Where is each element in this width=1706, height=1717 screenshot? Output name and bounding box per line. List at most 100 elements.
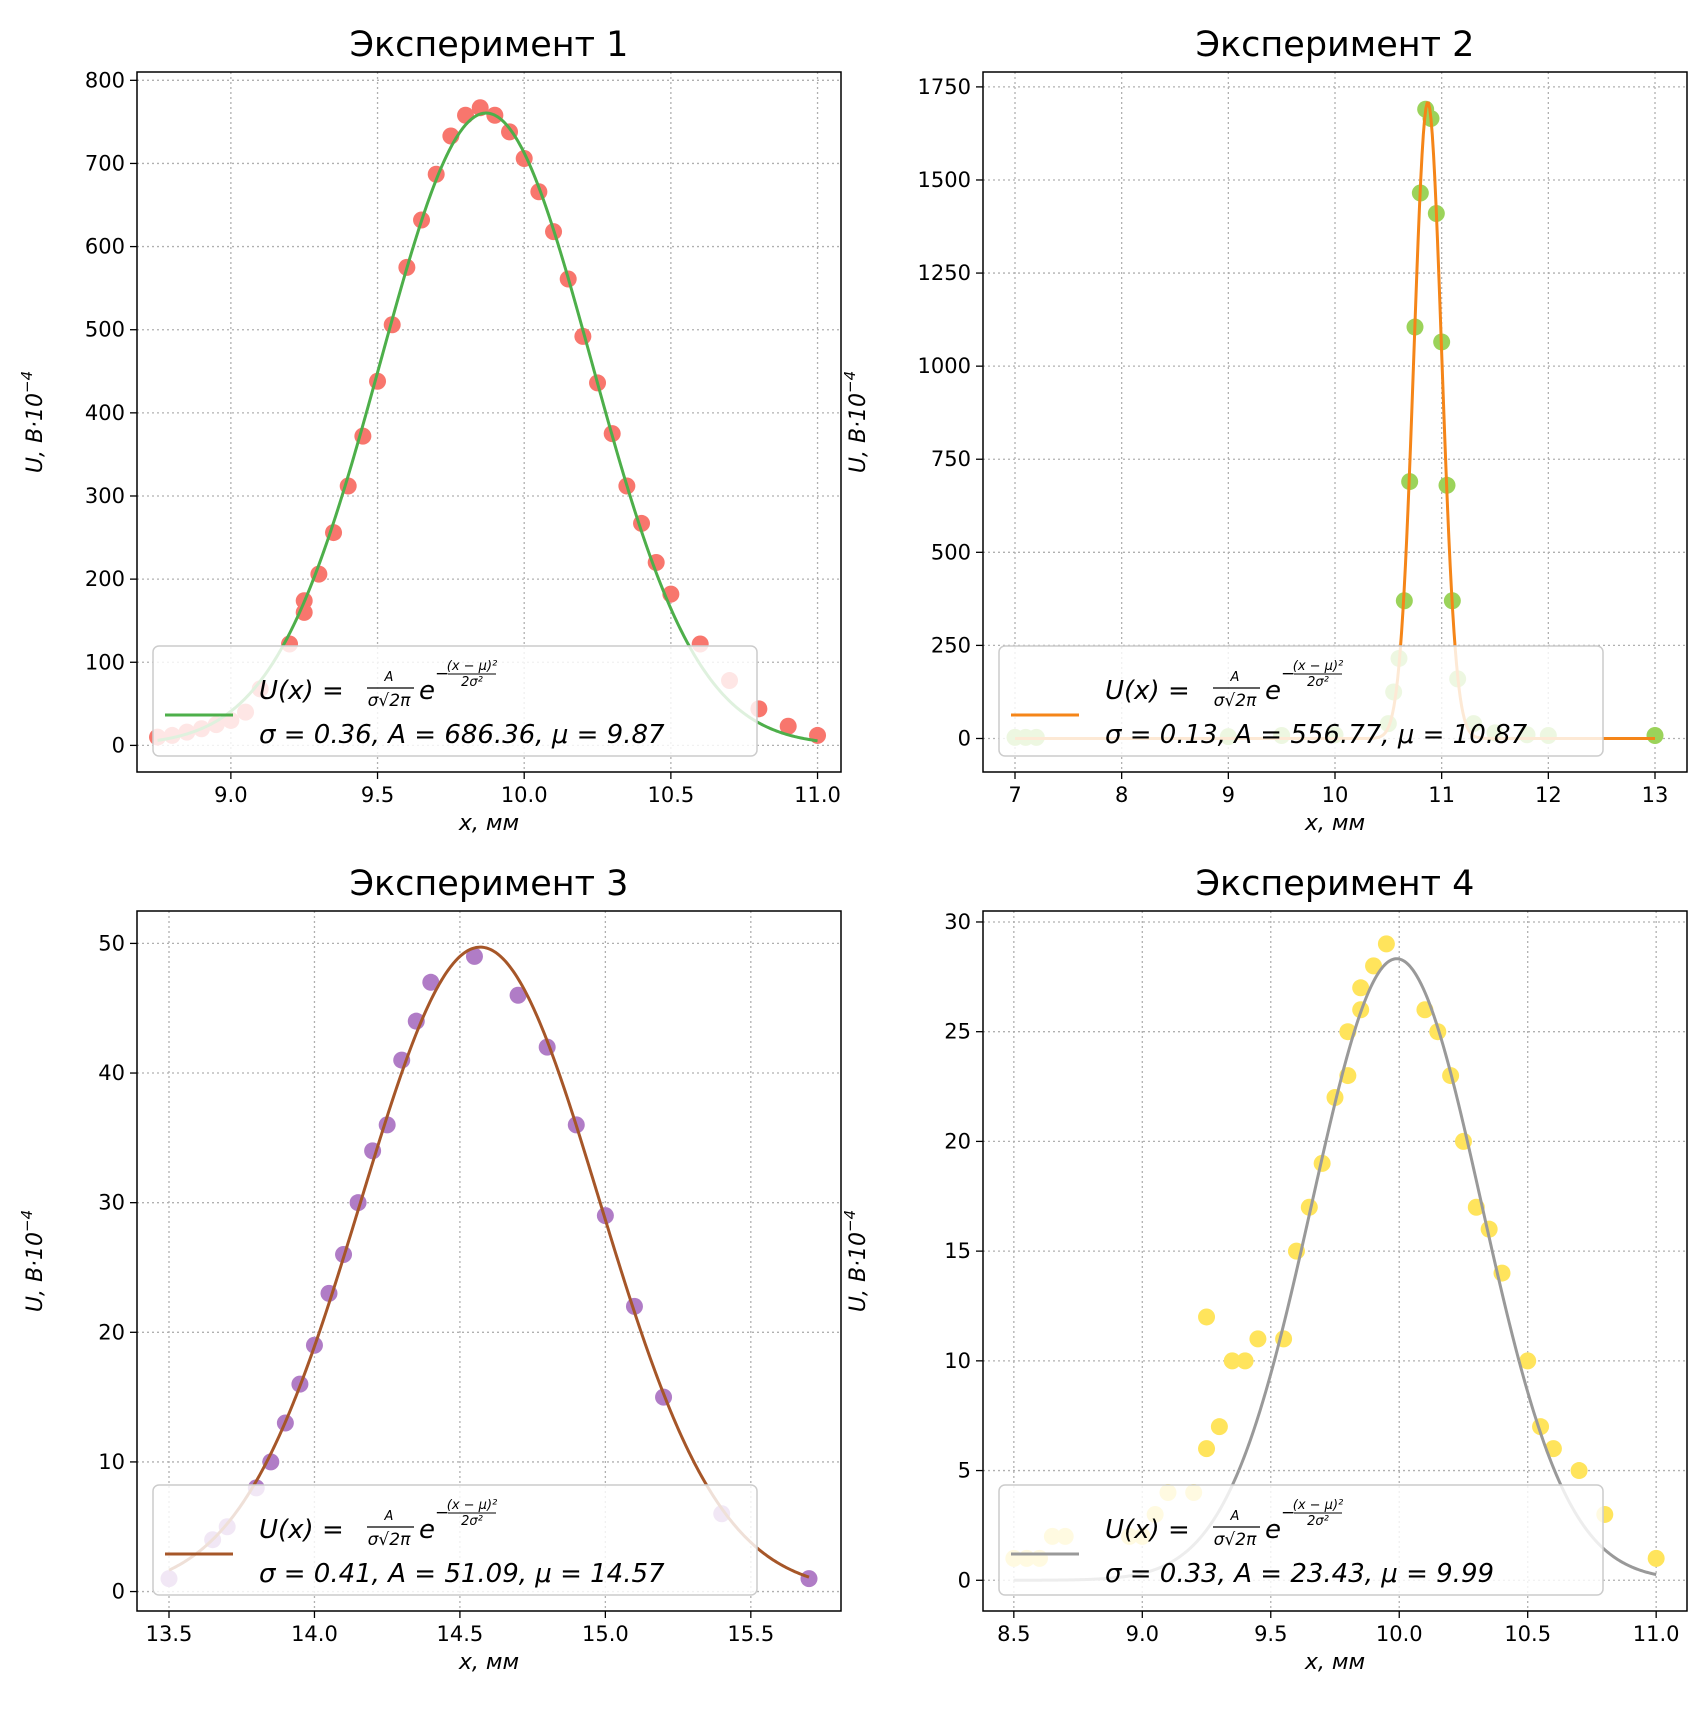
formula-exp-base: e [419,676,435,706]
legend-box [998,645,1604,757]
y-tick-label: 10 [944,1349,971,1373]
formula-numerator: A [1230,670,1240,685]
y-tick-label: 500 [931,540,971,564]
x-tick-label: 15.5 [727,1622,774,1646]
x-tick-label: 14.5 [437,1622,484,1646]
x-tick-label: 12 [1535,783,1562,807]
chart-title: Эксперимент 1 [350,25,629,65]
x-tick-label: 7 [1008,783,1021,807]
y-axis-label-exponent: −4 [18,371,36,393]
grid [983,72,1687,772]
y-tick-label: 0 [958,726,971,750]
data-point [422,973,440,991]
axes-frame [136,910,842,1612]
formula-exp-minus: − [435,664,449,684]
data-point [1352,979,1370,997]
data-point [779,717,797,735]
legend-params: σ = 0.41, A = 51.09, μ = 14.57 [259,1559,665,1589]
data-point [1570,1462,1588,1480]
data-point [1647,1549,1665,1567]
y-tick-label: 0 [112,733,125,757]
axes-frame [136,71,842,773]
data-point [1210,1418,1228,1436]
formula-exp-base: e [419,1515,435,1545]
x-tick-label: 8.5 [997,1622,1030,1646]
data-point [1198,1308,1216,1326]
x-axis-label: x, мм [1304,1650,1365,1675]
y-axis-label-exponent: −4 [841,1210,859,1232]
y-tick-label: 15 [944,1239,971,1263]
chart-title: Эксперимент 4 [1196,864,1475,904]
x-axis-label: x, мм [1304,811,1365,836]
formula-denominator: σ√2π [1214,1530,1257,1550]
x-tick-label: 8 [1115,783,1128,807]
y-tick-label: 20 [944,1129,971,1153]
y-tick-label: 25 [944,1020,971,1044]
x-tick-label: 15.0 [582,1622,629,1646]
x-tick-label: 10 [1322,783,1349,807]
legend-formula-label: U(x) = [1105,1515,1190,1545]
x-tick-label: 11.0 [1633,1622,1680,1646]
formula-exp-numerator: (x − μ)² [1293,659,1343,674]
data-point [800,1570,818,1588]
y-axis-label: U, B·10−4 [18,371,48,473]
y-tick-label: 0 [958,1568,971,1592]
y-tick-label: 10 [98,1450,125,1474]
formula-exp-denominator: 2σ² [461,1514,483,1529]
panel-experiment-4: 8.5 9.0 9.5 10.0 10.5 11.0 0 5 10 15 20 25 30 Экспери… [841,864,1688,1675]
x-tick-label: 10.5 [647,783,694,807]
y-axis-label-text: U, B·10−4 [18,371,48,473]
y-axis-label-main: U, B·10 [23,393,48,473]
formula-exp-base: e [1265,1515,1281,1545]
y-tick-label: 700 [85,151,125,175]
y-tick-label: 750 [931,447,971,471]
x-tick-label: 11.0 [794,783,841,807]
x-tick-label: 10.5 [1504,1622,1551,1646]
y-axis-label: U, B·10−4 [841,371,871,473]
data-point [1646,727,1664,745]
data-point [1365,957,1383,975]
data-point [509,986,527,1004]
x-tick-label: 13.5 [146,1622,193,1646]
formula-exp-denominator: 2σ² [1307,675,1329,690]
data-point [465,947,483,965]
x-tick-label: 9.5 [361,783,394,807]
y-axis-label-main: U, B·10 [23,1232,48,1312]
x-axis-label: x, мм [458,1650,519,1675]
x-tick-label: 9.0 [1126,1622,1159,1646]
x-tick-label: 10.0 [1376,1622,1423,1646]
data-point [1249,1330,1267,1348]
formula-numerator: A [384,670,394,685]
x-axis-label: x, мм [458,811,519,836]
y-axis-label-text: U, B·10−4 [841,371,871,473]
y-axis-label-text: U, B·10−4 [841,1210,871,1312]
legend-params: σ = 0.33, A = 23.43, μ = 9.99 [1105,1559,1494,1589]
y-tick-label: 5 [958,1459,971,1483]
formula-numerator: A [1230,1509,1240,1524]
panel-experiment-3: 13.5 14.0 14.5 15.0 15.5 0 10 20 30 40 50 Экспериме… [18,864,842,1675]
y-tick-label: 100 [85,650,125,674]
y-axis-label-text: U, B·10−4 [18,1210,48,1312]
x-tick-label: 9.0 [214,783,247,807]
formula-exp-minus: − [1281,1503,1295,1523]
y-axis-label: U, B·10−4 [841,1210,871,1312]
y-tick-label: 800 [85,68,125,92]
y-tick-label: 500 [85,318,125,342]
legend-box [152,645,758,757]
legend-formula-label: U(x) = [259,676,344,706]
y-tick-label: 30 [944,910,971,934]
data-point [1300,1198,1318,1216]
formula-exp-denominator: 2σ² [461,675,483,690]
y-tick-label: 400 [85,401,125,425]
y-tick-label: 200 [85,567,125,591]
formula-numerator: A [384,1509,394,1524]
fit-curve [168,945,810,1579]
y-axis-label-exponent: −4 [841,371,859,393]
legend-formula-label: U(x) = [1105,676,1190,706]
y-tick-label: 250 [931,633,971,657]
